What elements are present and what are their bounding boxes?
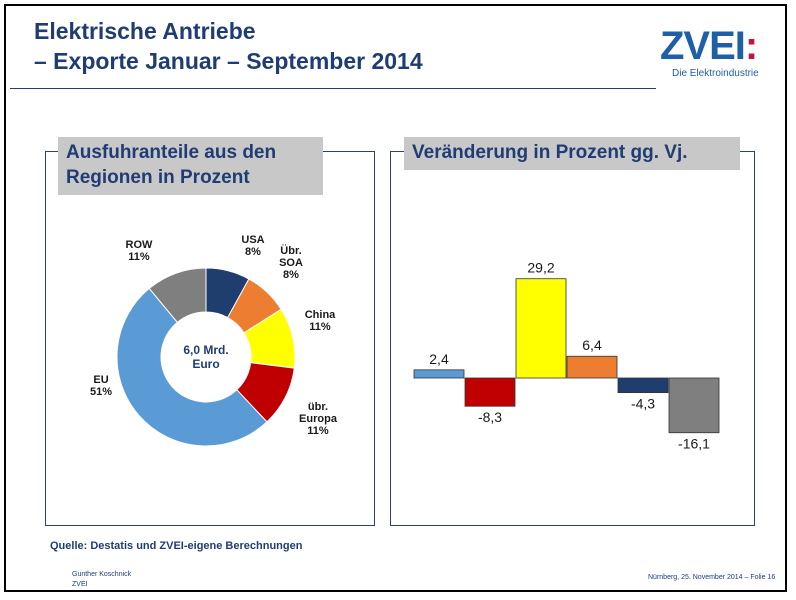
footer-author: Gunther Koschnick ZVEI	[72, 570, 131, 590]
bar-eu	[413, 369, 465, 379]
bar-value-label-usa: -4,3	[631, 396, 655, 412]
title-line-1: Elektrische Antriebe	[34, 18, 256, 44]
pie-title-line-1: Ausfuhranteile aus den	[66, 142, 277, 163]
bar-usa	[617, 377, 669, 394]
logo-colon: :	[744, 24, 758, 68]
bar--br-soa	[566, 355, 618, 379]
bar-china	[515, 278, 567, 379]
pie-slice-eu	[116, 287, 268, 447]
pie-label-china: China 11%	[305, 309, 336, 333]
pie-chart-panel: USA 8% Übr. SOA 8% China 11% übr. Europa 11% EU 51%…	[45, 151, 375, 526]
logo-subtitle: Die Elektroindustrie	[672, 68, 759, 79]
slide-frame	[4, 4, 787, 592]
slide-title: Elektrische Antriebe – Exporte Januar – …	[34, 16, 423, 76]
source-note: Quelle: Destatis und ZVEI-eigene Berechn…	[50, 540, 303, 552]
title-divider	[10, 88, 656, 89]
zvei-logo: ZVEI: Die Elektroindustrie	[660, 24, 780, 86]
bar-value-label-china: 29,2	[527, 260, 554, 276]
pie-label-usa: USA 8%	[241, 234, 264, 258]
bar-row	[668, 377, 720, 434]
pie-label--br-europa: übr. Europa 11%	[299, 401, 338, 437]
logo-wordmark: ZVEI:	[660, 24, 758, 68]
bar-value-label--br-europa: -8,3	[478, 409, 502, 425]
pie-center-label: 6,0 Mrd. Euro	[183, 343, 228, 371]
bar-chart: 2,4 -8,3 29,2 6,4 -4,3 -16,1	[413, 260, 720, 452]
bar-chart-panel: 2,4 -8,3 29,2 6,4 -4,3 -16,1	[390, 151, 755, 526]
pie-label-row: ROW 11%	[126, 239, 154, 263]
bar-value-label-row: -16,1	[678, 436, 710, 452]
bar--br-europa	[464, 377, 516, 407]
pie-title-line-2: Regionen in Prozent	[66, 167, 250, 188]
bar-value-label--br-soa: 6,4	[582, 337, 602, 353]
author-org: ZVEI	[72, 581, 88, 588]
bar-chart-title: Veränderung in Prozent gg. Vj.	[404, 137, 740, 170]
title-line-2: – Exporte Januar – September 2014	[34, 48, 423, 74]
pie-slice-row	[148, 267, 207, 324]
footer-date-page: Nürnberg, 25. November 2014 – Folie 16	[648, 574, 776, 581]
bar-value-label-eu: 2,4	[429, 351, 449, 367]
logo-main-text: ZVEI	[660, 24, 746, 68]
pie-chart-title: Ausfuhranteile aus den Regionen in Proze…	[58, 137, 323, 195]
pie-label--br-soa: Übr. SOA 8%	[279, 244, 303, 281]
pie-chart: USA 8% Übr. SOA 8% China 11% übr. Europa 11% EU 51%…	[90, 234, 338, 447]
author-name: Gunther Koschnick	[72, 571, 132, 578]
pie-label-eu: EU 51%	[90, 374, 112, 398]
